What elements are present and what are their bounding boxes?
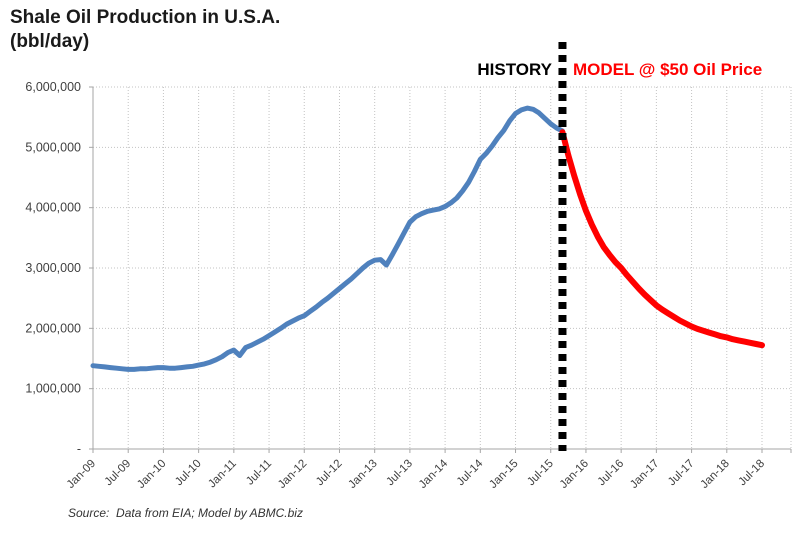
y-tick-label: 4,000,000 <box>25 201 81 215</box>
y-tick-label: - <box>77 442 81 456</box>
x-tick-label: Jan-09 <box>65 458 98 491</box>
history-annotation: HISTORY <box>477 60 552 79</box>
model-annotation: MODEL @ $50 Oil Price <box>573 60 763 79</box>
x-tick-label: Jan-15 <box>487 458 520 491</box>
x-tick-label: Jul-18 <box>736 458 767 489</box>
x-tick-label: Jan-10 <box>135 458 168 491</box>
x-tick-label: Jul-13 <box>384 458 415 489</box>
x-tick-label: Jul-15 <box>525 458 556 489</box>
x-tick-label: Jan-14 <box>417 457 451 491</box>
x-tick-label: Jul-16 <box>596 458 627 489</box>
x-tick-label: Jul-09 <box>103 458 134 489</box>
x-tick-label: Jan-17 <box>628 458 661 491</box>
x-tick-label: Jul-14 <box>455 457 486 488</box>
x-tick-label: Jan-11 <box>206 458 239 491</box>
x-tick-label: Jul-11 <box>244 458 274 488</box>
chart-title: Shale Oil Production in U.S.A. (bbl/day) <box>10 6 280 54</box>
y-tick-label: 5,000,000 <box>25 140 81 154</box>
x-tick-label: Jan-18 <box>699 458 732 491</box>
model-series-line <box>559 129 765 349</box>
chart-title-line2: (bbl/day) <box>10 31 90 52</box>
x-tick-label: Jul-12 <box>314 458 345 489</box>
y-tick-label: 2,000,000 <box>25 321 81 335</box>
history-series-line <box>90 105 565 372</box>
x-tick-label: Jan-12 <box>276 458 309 491</box>
x-tick-label: Jul-10 <box>173 458 204 489</box>
x-tick-label: Jan-13 <box>346 458 379 491</box>
y-tick-label: 1,000,000 <box>25 382 81 396</box>
y-tick-label: 6,000,000 <box>25 80 81 94</box>
y-tick-label: 3,000,000 <box>25 261 81 275</box>
chart-title-line1: Shale Oil Production in U.S.A. <box>10 7 281 28</box>
source-note: Source: Data from EIA; Model by ABMC.biz <box>68 506 303 520</box>
x-tick-label: Jul-17 <box>666 458 697 489</box>
x-tick-label: Jan-16 <box>558 458 591 491</box>
